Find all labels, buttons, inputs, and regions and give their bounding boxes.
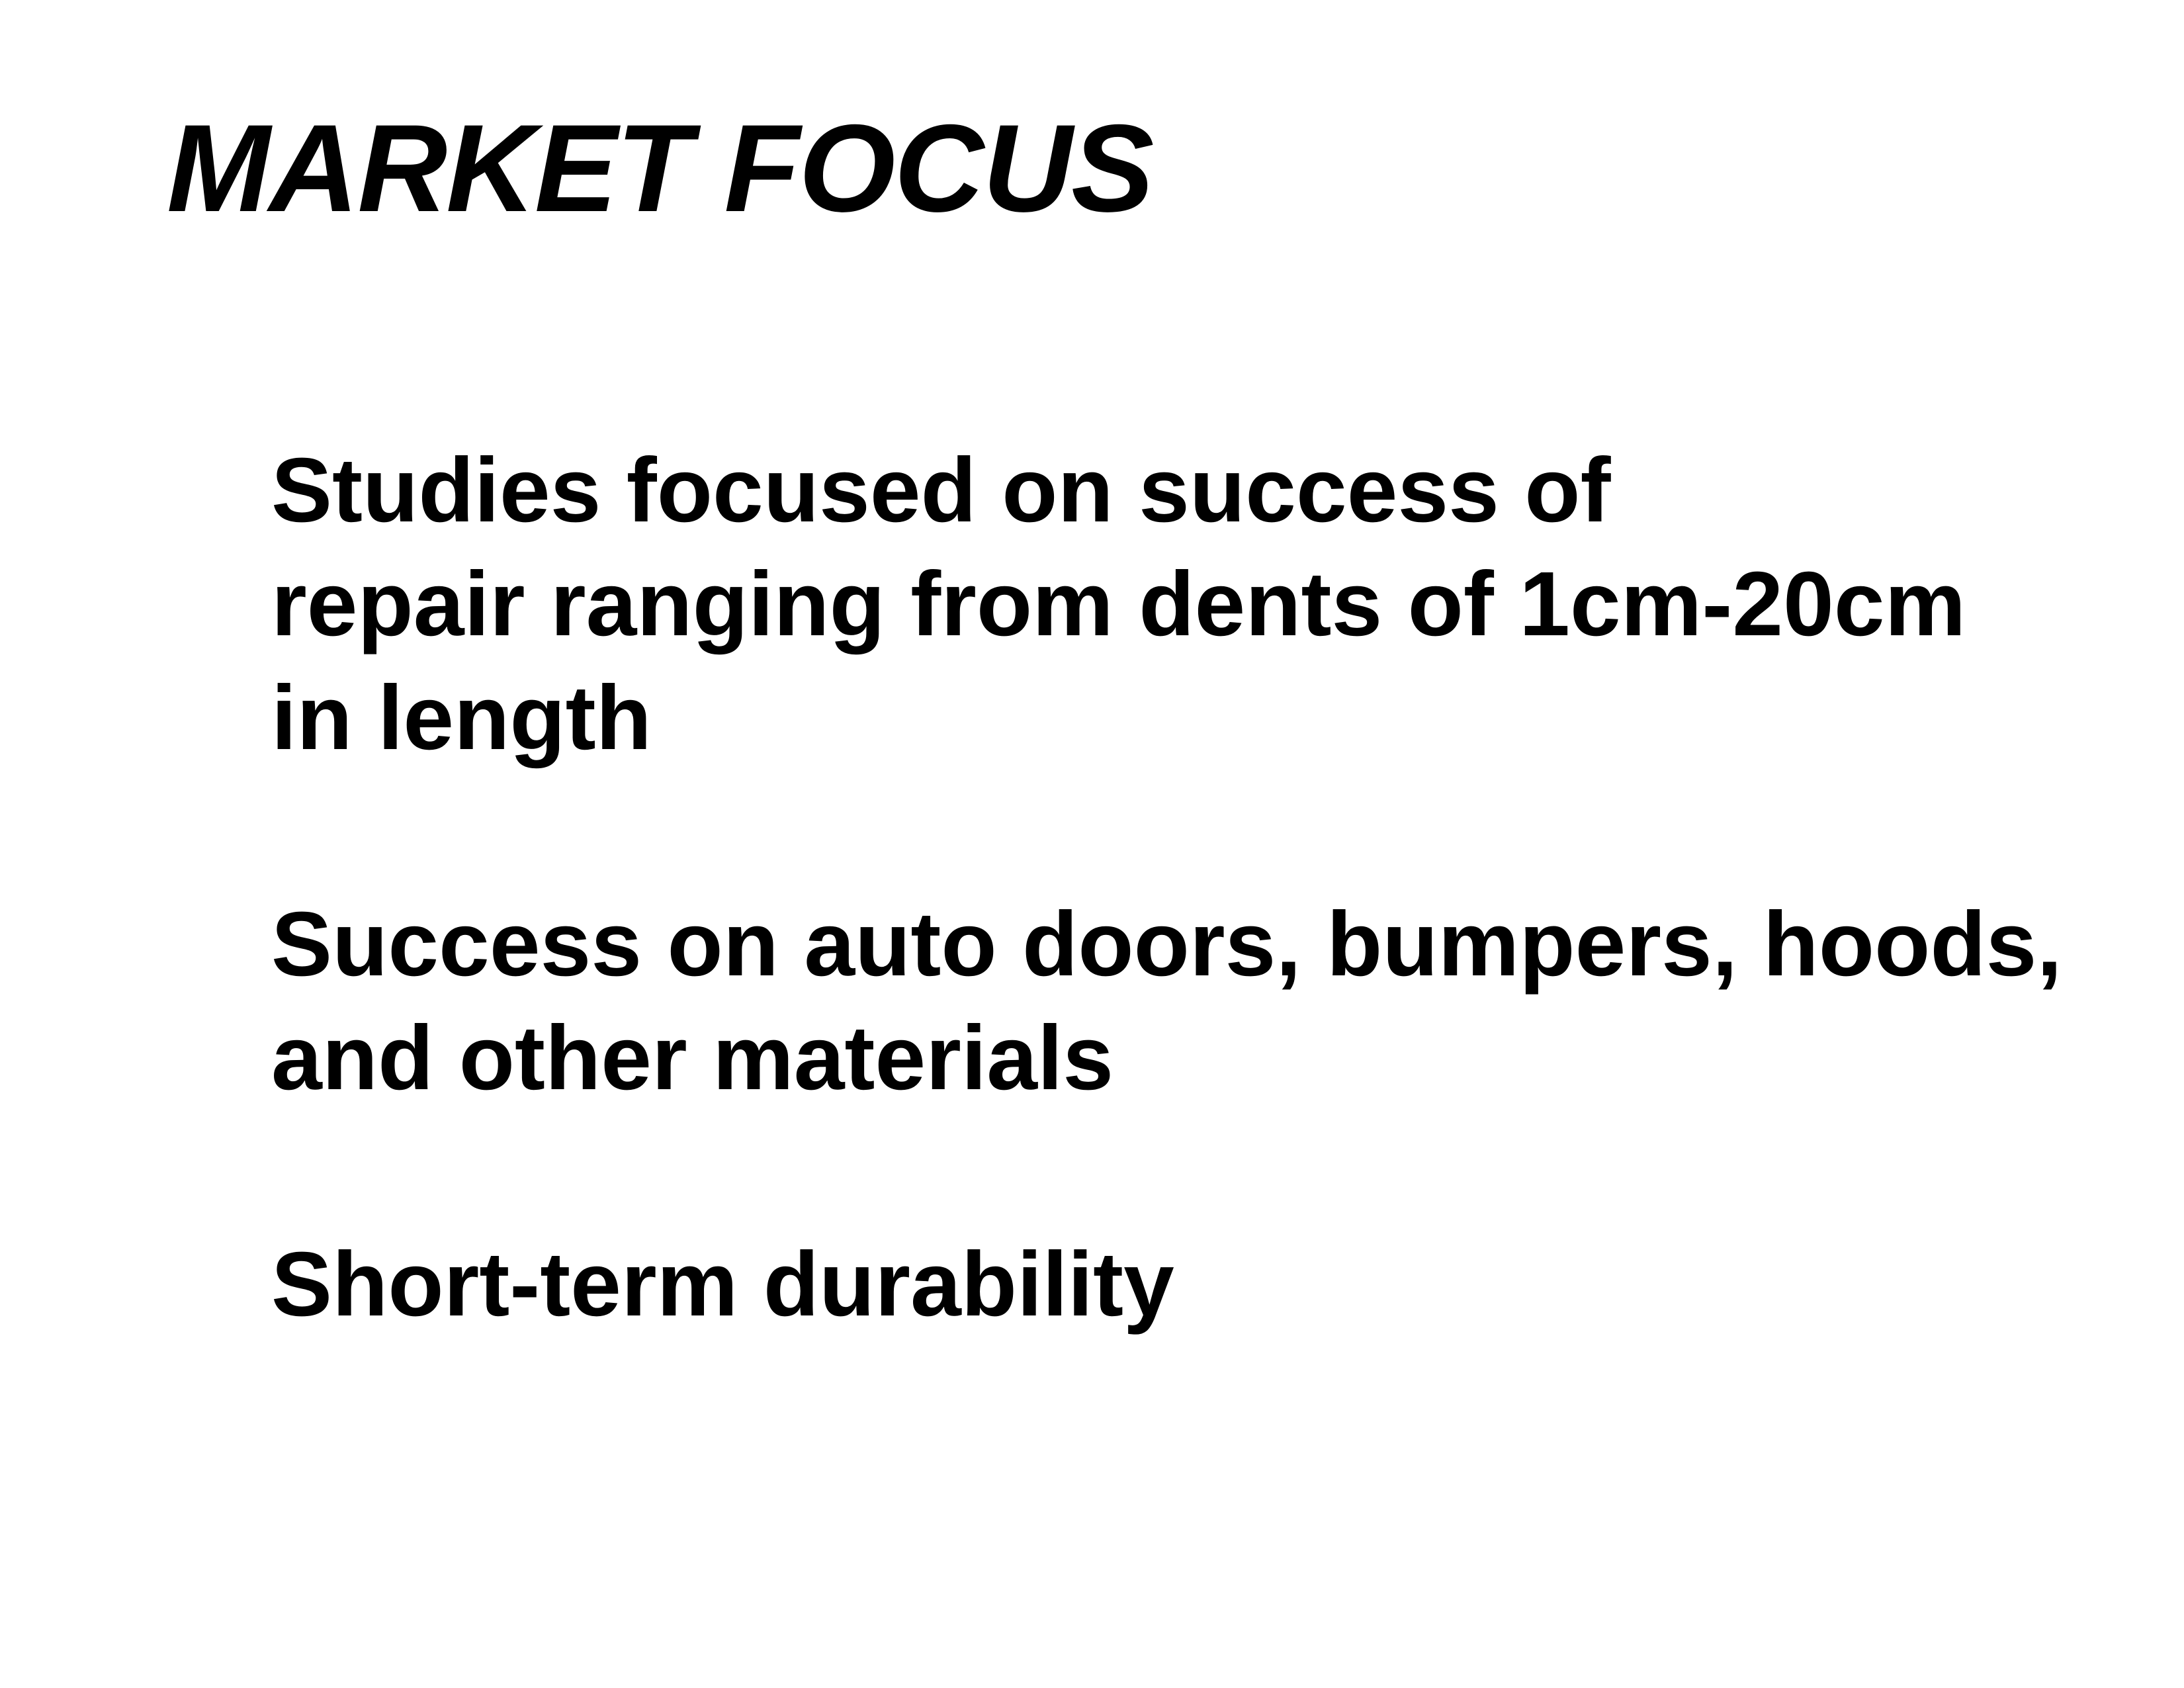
point-line: Short-term durability <box>271 1233 1174 1335</box>
point-line: repair ranging from dents of 1cm-20cm <box>271 553 1966 655</box>
point-durability: Short-term durability <box>271 1227 2091 1341</box>
point-auto-parts: Success on auto doors, bumpers, hoods, a… <box>271 887 2091 1115</box>
slide-body: Studies focused on success of repair ran… <box>271 433 2091 1454</box>
slide-title: MARKET FOCUS <box>167 99 1154 238</box>
point-repair-range: Studies focused on success of repair ran… <box>271 433 2091 775</box>
point-line: and other materials <box>271 1007 1114 1109</box>
point-line: in length <box>271 667 652 769</box>
point-line: Success on auto doors, bumpers, hoods, <box>271 893 2062 995</box>
point-line: Studies focused on success of <box>271 439 1611 541</box>
